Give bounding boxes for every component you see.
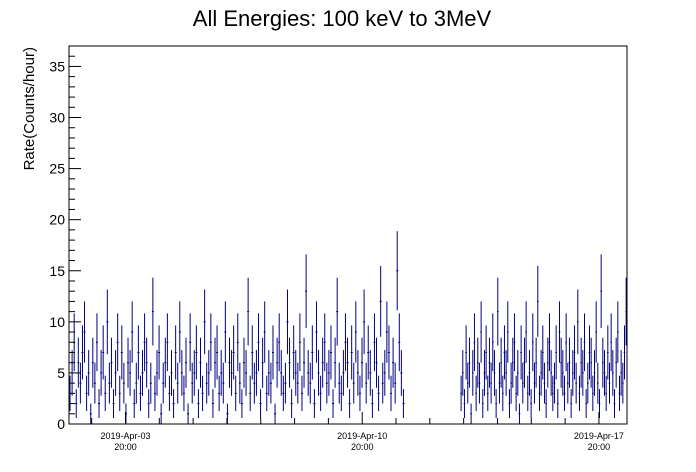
y-tick-label: 25: [49, 161, 65, 177]
y-tick-label: 10: [49, 314, 65, 330]
y-tick-label: 20: [49, 212, 65, 228]
y-axis-label: Rate(Counts/hour): [21, 47, 38, 170]
axes: 051015202530352019-Apr-0320:002019-Apr-1…: [49, 45, 628, 452]
chart-title: All Energies: 100 keV to 3MeV: [193, 6, 492, 31]
y-tick-label: 15: [49, 263, 65, 279]
x-tick-label-time: 20:00: [114, 442, 137, 452]
y-tick-label: 5: [57, 365, 65, 381]
plot-frame: [68, 45, 628, 425]
x-tick-label-date: 2019-Apr-03: [100, 431, 150, 441]
x-tick-label-time: 20:00: [588, 442, 611, 452]
x-tick-label-date: 2019-Apr-17: [574, 431, 624, 441]
x-tick-label-date: 2019-Apr-10: [337, 431, 387, 441]
y-tick-label: 30: [49, 110, 65, 126]
y-tick-label: 35: [49, 58, 65, 74]
y-tick-label: 0: [57, 416, 65, 432]
x-tick-label-time: 20:00: [351, 442, 374, 452]
data-series: [69, 231, 627, 424]
